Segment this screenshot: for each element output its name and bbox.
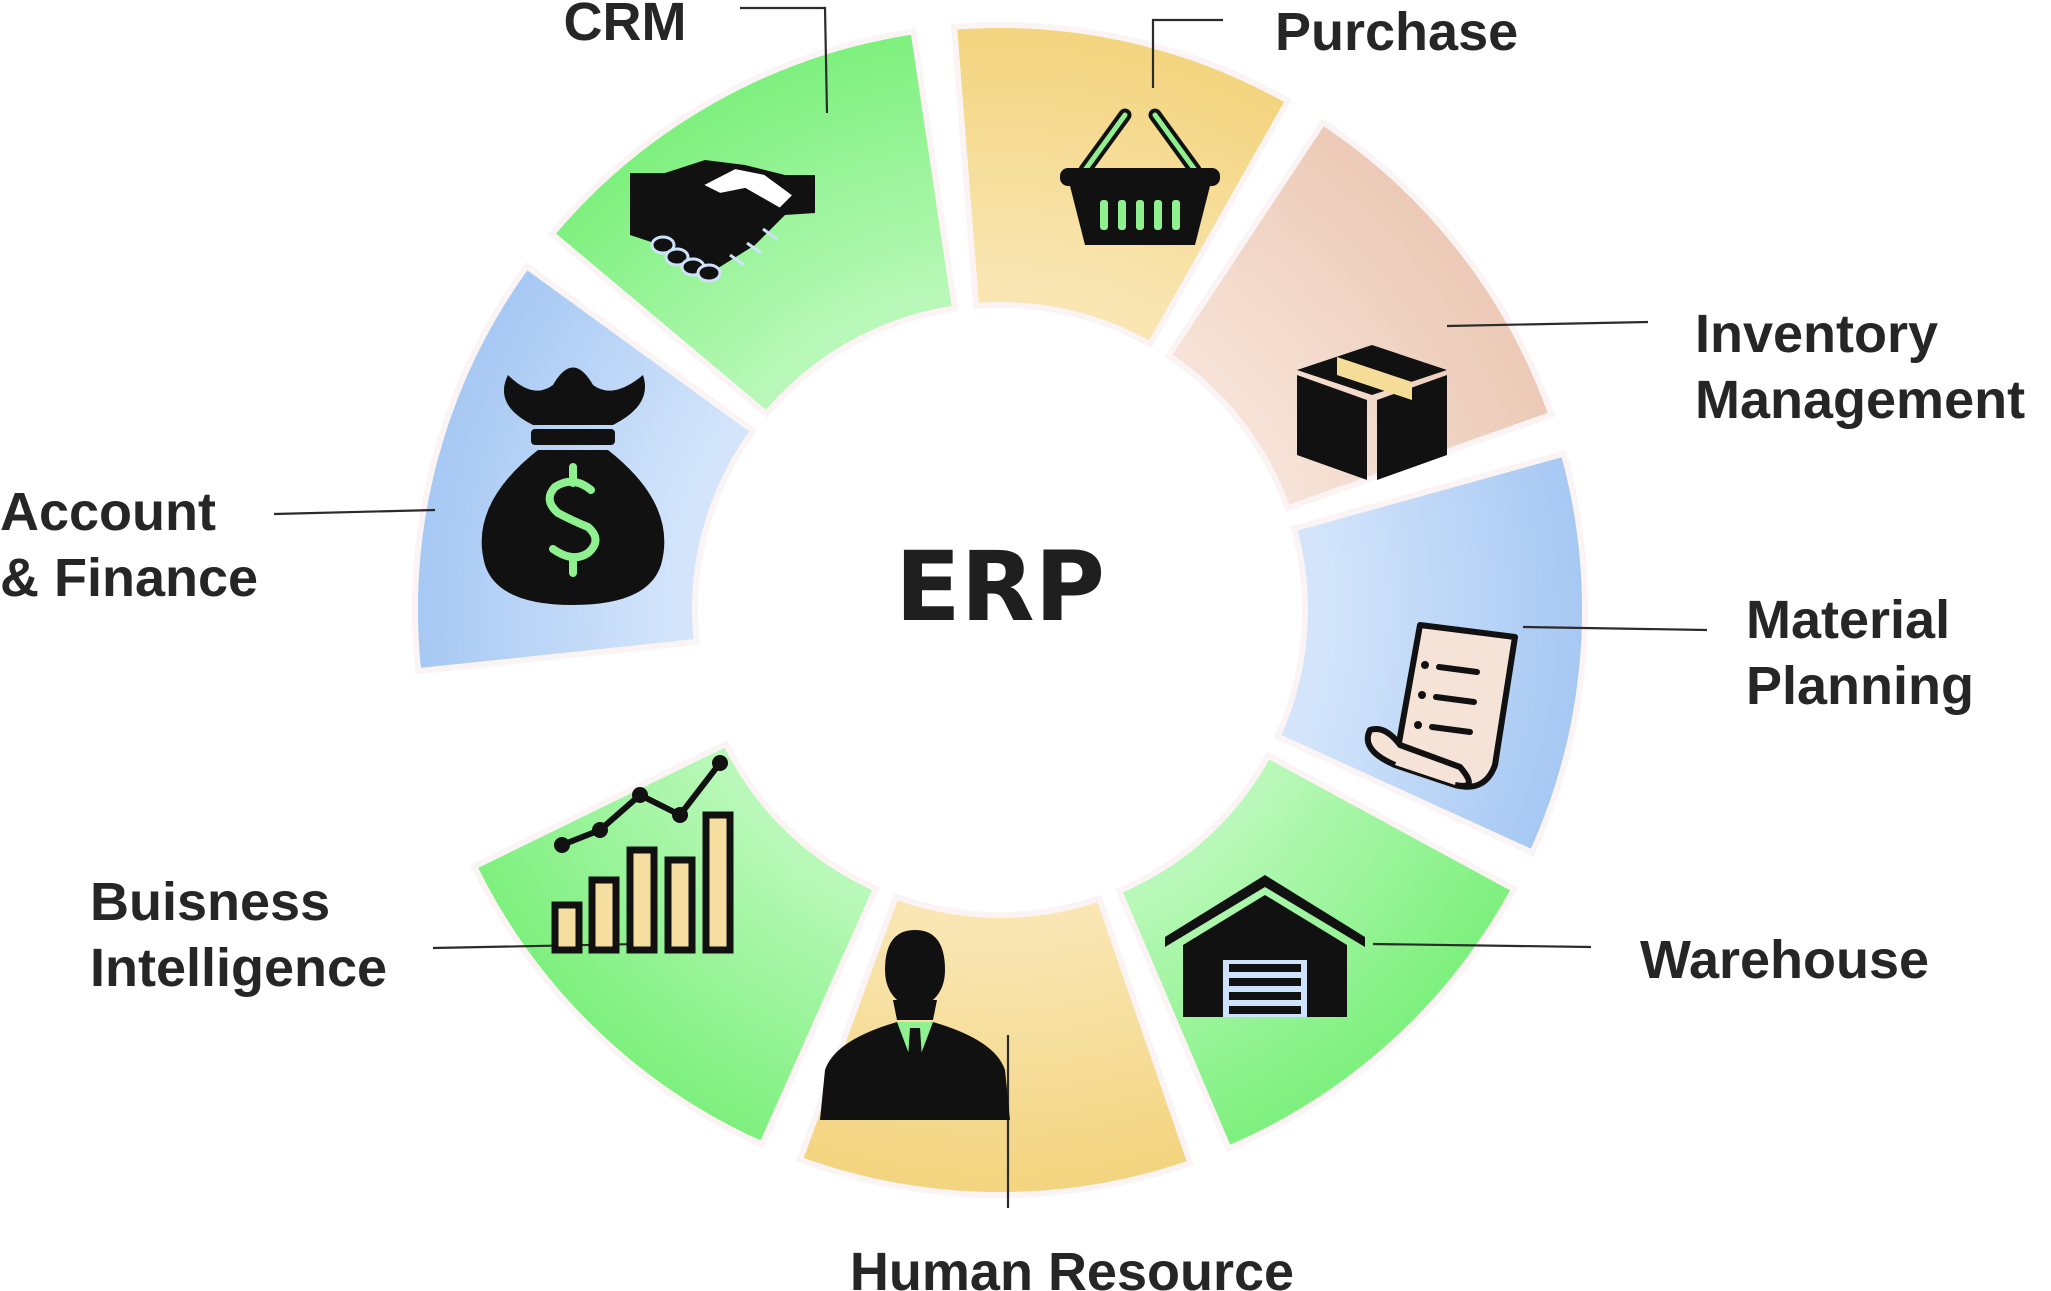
segment-material	[1164, 118, 1556, 513]
label-line: Buisness	[90, 872, 330, 932]
receipt-scroll-icon	[1364, 622, 1518, 790]
label-line: Warehouse	[1640, 930, 1929, 990]
leader-crm	[740, 6, 829, 114]
box-icon	[1297, 345, 1447, 480]
module-ring	[412, 22, 1588, 1198]
label-line: & Finance	[0, 548, 258, 608]
businessman-icon	[820, 930, 1010, 1120]
leader-purchase	[1151, 18, 1223, 88]
leader-warehouse	[1372, 942, 1592, 949]
center-label: ERP	[895, 531, 1105, 643]
label-line: Human Resource	[850, 1242, 1294, 1291]
label-line: Account	[0, 482, 216, 542]
money-bag-icon	[481, 367, 665, 605]
leader-material	[1522, 625, 1708, 632]
handshake-icon	[630, 160, 815, 283]
label-hr: Human Resource	[850, 1242, 1294, 1291]
label-line: Inventory	[1695, 304, 1938, 364]
label-line: Management	[1695, 370, 2025, 430]
leader-inventory	[1446, 320, 1649, 328]
label-bi: Buisness Intelligence	[90, 872, 387, 998]
label-purchase: Purchase	[1275, 2, 1518, 62]
bar-chart-trend-icon	[551, 755, 734, 954]
label-line: Material	[1746, 590, 1950, 650]
label-material: Material Planning	[1746, 590, 1974, 716]
label-warehouse: Warehouse	[1640, 930, 1929, 990]
label-finance: Account & Finance	[0, 482, 258, 608]
shopping-basket-icon	[1060, 108, 1220, 245]
label-inventory: Inventory Management	[1695, 304, 2025, 430]
label-line: Intelligence	[90, 938, 387, 998]
label-line: Planning	[1746, 656, 1974, 716]
warehouse-icon	[1165, 875, 1365, 1017]
label-line: Purchase	[1275, 2, 1518, 62]
label-crm: CRM	[564, 0, 687, 52]
module-icons	[481, 108, 1518, 1120]
label-line: CRM	[564, 0, 687, 52]
leader-finance	[273, 508, 436, 516]
